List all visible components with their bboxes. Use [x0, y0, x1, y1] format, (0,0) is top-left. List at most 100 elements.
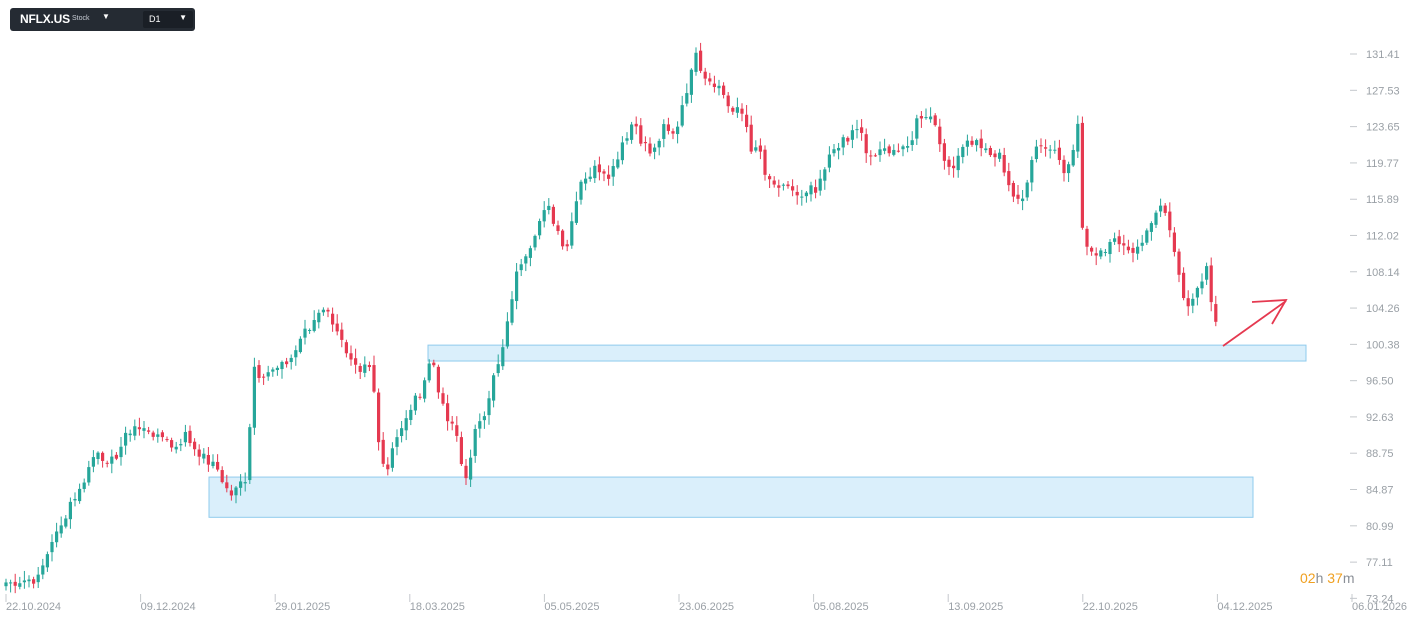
candle-countdown: 02h 37m [1300, 570, 1355, 586]
candle-body [726, 95, 730, 107]
candle-body [570, 221, 574, 246]
candle-body [1053, 149, 1057, 151]
candle-body [561, 230, 565, 247]
candle-body [137, 427, 141, 430]
candle-body [404, 418, 408, 431]
candle-body [1209, 265, 1213, 303]
y-tick-label: 100.38 [1366, 339, 1400, 351]
candle-body [41, 565, 45, 575]
candle-body [492, 375, 496, 401]
candle-body [979, 138, 983, 149]
candle-body [584, 178, 588, 184]
timeframe-select[interactable]: D1 ▼ [143, 11, 193, 28]
candle-body [427, 363, 431, 381]
candle-body [676, 126, 680, 135]
caret-down-icon[interactable]: ▼ [102, 12, 110, 21]
candle-body [423, 380, 427, 399]
candle-body [197, 449, 201, 457]
candle-body [96, 452, 100, 459]
candle-body [1002, 155, 1006, 173]
candle-body [873, 155, 877, 157]
candle-body [142, 428, 146, 431]
candle-body [984, 148, 988, 151]
candle-body [772, 180, 776, 185]
candle-body [832, 149, 836, 154]
candle-body [998, 152, 1002, 159]
candle-body [1126, 246, 1130, 251]
candle-body [45, 554, 49, 568]
candle-body [685, 93, 689, 104]
candle-body [174, 446, 178, 450]
candle-body [105, 462, 109, 464]
x-tick-label: 29.01.2025 [275, 601, 330, 613]
candle-body [538, 221, 542, 236]
x-tick-label: 09.12.2024 [141, 601, 196, 613]
candle-body [630, 124, 634, 140]
y-tick-label: 84.87 [1366, 485, 1394, 497]
candle-body [809, 185, 813, 195]
candle-body [202, 453, 206, 459]
candle-body [505, 321, 509, 347]
symbol-name[interactable]: NFLX.US [20, 12, 70, 26]
candle-body [574, 201, 578, 223]
candle-body [1099, 250, 1103, 257]
candle-body [289, 357, 293, 363]
candle-body [170, 440, 174, 448]
candle-body [303, 328, 307, 338]
candle-body [252, 366, 256, 428]
candle-body [643, 142, 647, 144]
candle-body [965, 140, 969, 147]
candle-body [298, 338, 302, 353]
x-tick-label: 05.05.2025 [544, 601, 599, 613]
y-tick-label: 96.50 [1366, 376, 1394, 388]
candle-body [694, 52, 698, 72]
candle-body [482, 416, 486, 421]
candle-body [321, 309, 325, 313]
candle-body [114, 454, 118, 459]
candle-body [956, 155, 960, 171]
candle-body [344, 342, 348, 354]
candle-body [331, 313, 335, 325]
candle-body [653, 147, 657, 152]
candle-body [271, 369, 275, 372]
candle-body [1205, 266, 1209, 280]
candle-body [593, 165, 597, 179]
candle-body [156, 434, 160, 437]
candle-body [1071, 149, 1075, 166]
candle-body [225, 482, 229, 489]
candle-body [367, 364, 371, 368]
candle-body [919, 116, 923, 119]
candle-body [915, 118, 919, 139]
candle-body [657, 140, 661, 148]
candle-body [1085, 228, 1089, 247]
candle-body [528, 248, 532, 258]
candle-body [1057, 147, 1061, 161]
candle-body [648, 143, 652, 154]
countdown-minutes: 37 [1327, 570, 1343, 586]
candle-body [827, 154, 831, 168]
candle-body [846, 137, 850, 142]
candle-body [234, 487, 238, 496]
candle-body [952, 165, 956, 169]
y-tick-label: 73.24 [1366, 593, 1394, 605]
candle-body [1021, 198, 1025, 202]
candle-body [634, 123, 638, 127]
support-zones [208, 344, 1307, 518]
candle-body [91, 457, 95, 467]
candle-body [248, 427, 252, 481]
candle-body [1149, 223, 1153, 232]
candle-body [887, 146, 891, 154]
candle-body [436, 366, 440, 393]
candle-body [160, 432, 164, 438]
candle-body [938, 126, 942, 145]
candle-body [864, 134, 868, 154]
trend-arrow [1222, 299, 1288, 347]
y-tick-label: 104.26 [1366, 303, 1400, 315]
x-tick-label: 13.09.2025 [948, 601, 1003, 613]
candle-body [1048, 149, 1052, 151]
candle-body [64, 518, 68, 527]
y-tick-label: 112.02 [1366, 230, 1399, 242]
candle-body [413, 395, 417, 411]
